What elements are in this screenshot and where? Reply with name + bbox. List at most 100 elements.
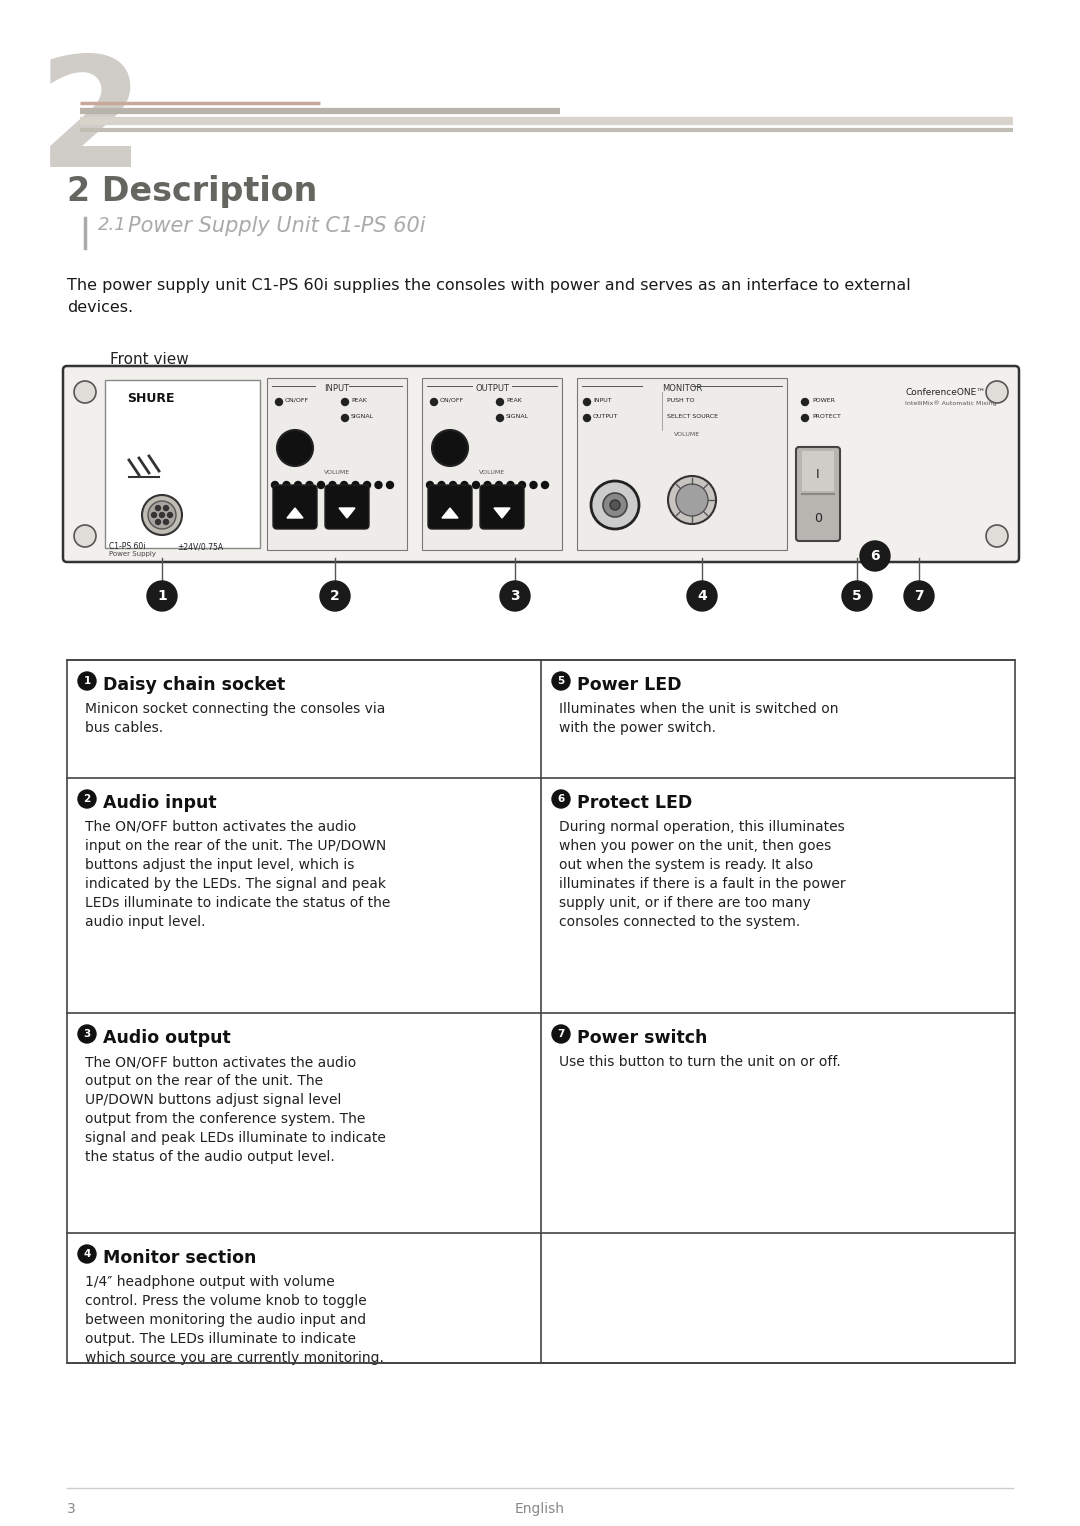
Circle shape [986, 525, 1008, 546]
Text: The ON/OFF button activates the audio
output on the rear of the unit. The
UP/DOW: The ON/OFF button activates the audio ou… [85, 1054, 386, 1164]
Text: SIGNAL: SIGNAL [507, 414, 529, 418]
Bar [422, 378, 562, 549]
Text: INPUT: INPUT [324, 385, 350, 394]
Text: ON/OFF: ON/OFF [440, 397, 464, 403]
Circle shape [329, 482, 336, 488]
Circle shape [387, 482, 393, 488]
Circle shape [275, 398, 283, 406]
Circle shape [75, 525, 96, 546]
Text: Protect LED: Protect LED [577, 794, 692, 812]
Text: C1-PS 60i: C1-PS 60i [109, 542, 146, 551]
Text: ±24V/0.75A: ±24V/0.75A [177, 542, 224, 551]
Circle shape [687, 581, 717, 610]
Circle shape [676, 484, 708, 516]
Text: Audio input: Audio input [103, 794, 217, 812]
Text: Front view: Front view [110, 353, 189, 366]
FancyBboxPatch shape [480, 485, 524, 530]
Circle shape [341, 398, 349, 406]
Text: 1: 1 [157, 589, 167, 603]
Circle shape [163, 519, 168, 525]
Circle shape [156, 519, 161, 525]
Text: During normal operation, this illuminates
when you power on the unit, then goes
: During normal operation, this illuminate… [559, 819, 846, 929]
Circle shape [842, 581, 872, 610]
Circle shape [552, 671, 570, 690]
Bar [267, 378, 407, 549]
Text: Power LED: Power LED [577, 676, 681, 694]
Text: 6: 6 [870, 549, 880, 563]
Circle shape [583, 415, 591, 421]
Text: Power Supply: Power Supply [109, 551, 156, 557]
Text: The power supply unit C1-PS 60i supplies the consoles with power and serves as a: The power supply unit C1-PS 60i supplies… [67, 278, 910, 293]
Text: 4: 4 [697, 589, 707, 603]
Text: 2: 2 [330, 589, 340, 603]
Text: VOLUME: VOLUME [674, 432, 700, 436]
Circle shape [438, 482, 445, 488]
Circle shape [583, 398, 591, 406]
Text: 7: 7 [557, 1029, 565, 1039]
Bar [67, 661, 1015, 1363]
Circle shape [431, 398, 437, 406]
Circle shape [591, 481, 639, 530]
Circle shape [484, 482, 491, 488]
Circle shape [497, 415, 503, 421]
Circle shape [352, 482, 359, 488]
Text: ON/OFF: ON/OFF [285, 397, 309, 403]
Text: PUSH TO: PUSH TO [667, 397, 694, 403]
Circle shape [364, 482, 370, 488]
Text: SIGNAL: SIGNAL [351, 414, 374, 418]
Text: 0: 0 [814, 511, 822, 525]
Polygon shape [494, 508, 510, 517]
Bar [577, 378, 787, 549]
Text: 1: 1 [83, 676, 91, 687]
Circle shape [163, 505, 168, 511]
Circle shape [78, 790, 96, 807]
Circle shape [318, 482, 324, 488]
FancyBboxPatch shape [325, 485, 369, 530]
Circle shape [151, 513, 157, 517]
Circle shape [669, 476, 716, 523]
Text: OUTPUT: OUTPUT [475, 385, 509, 394]
Circle shape [306, 482, 313, 488]
Text: OUTPUT: OUTPUT [593, 414, 619, 418]
Text: MONITOR: MONITOR [662, 385, 702, 394]
Circle shape [78, 1245, 96, 1264]
Bar [802, 452, 834, 491]
Circle shape [610, 501, 620, 510]
Polygon shape [339, 508, 355, 517]
Text: 2.1: 2.1 [98, 217, 126, 233]
Circle shape [276, 430, 313, 465]
Text: Daisy chain socket: Daisy chain socket [103, 676, 285, 694]
Text: 2: 2 [83, 794, 91, 804]
Circle shape [552, 1025, 570, 1042]
Text: 2 Description: 2 Description [67, 175, 318, 208]
Text: English: English [515, 1502, 565, 1515]
Text: POWER: POWER [812, 397, 835, 403]
Circle shape [167, 513, 173, 517]
Circle shape [552, 790, 570, 807]
Circle shape [904, 581, 934, 610]
Circle shape [271, 482, 279, 488]
Text: VOLUME: VOLUME [478, 470, 505, 475]
Text: 1/4″ headphone output with volume
control. Press the volume knob to toggle
betwe: 1/4″ headphone output with volume contro… [85, 1276, 383, 1364]
Circle shape [147, 581, 177, 610]
Circle shape [320, 581, 350, 610]
Text: 2: 2 [38, 50, 145, 198]
Text: Audio output: Audio output [103, 1029, 231, 1047]
Circle shape [432, 430, 468, 465]
Circle shape [340, 482, 348, 488]
Text: Power switch: Power switch [577, 1029, 707, 1047]
Circle shape [427, 482, 433, 488]
Circle shape [75, 382, 96, 403]
Circle shape [801, 398, 809, 406]
Circle shape [156, 505, 161, 511]
Text: 3: 3 [510, 589, 519, 603]
Text: INPUT: INPUT [593, 397, 611, 403]
FancyBboxPatch shape [428, 485, 472, 530]
Text: Power Supply Unit C1-PS 60i: Power Supply Unit C1-PS 60i [129, 217, 426, 237]
Bar [105, 380, 260, 548]
Polygon shape [287, 508, 303, 517]
Text: The ON/OFF button activates the audio
input on the rear of the unit. The UP/DOWN: The ON/OFF button activates the audio in… [85, 819, 390, 929]
FancyBboxPatch shape [273, 485, 318, 530]
Text: 5: 5 [852, 589, 862, 603]
Text: Minicon socket connecting the consoles via
bus cables.: Minicon socket connecting the consoles v… [85, 702, 386, 736]
